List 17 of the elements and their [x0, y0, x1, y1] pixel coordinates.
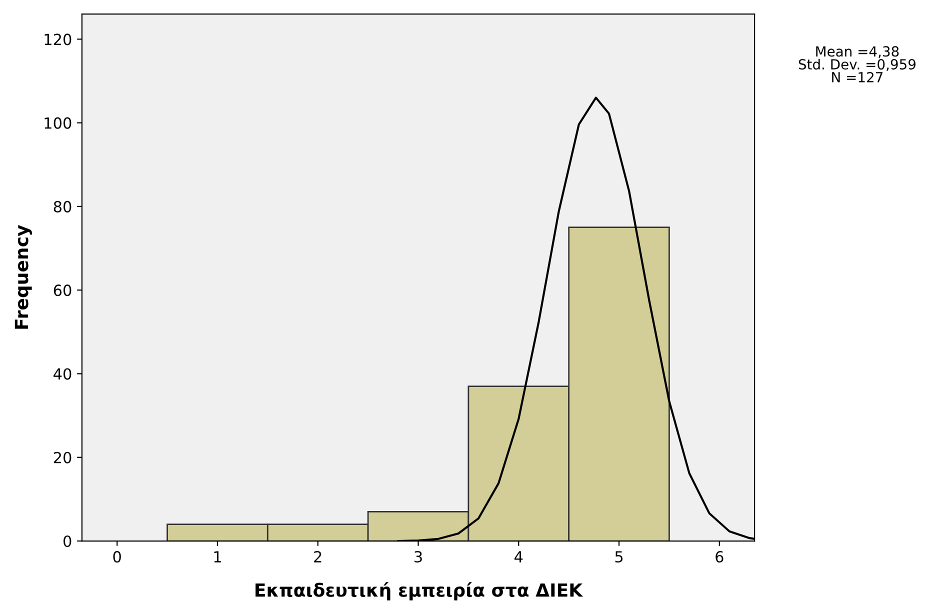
y-axis-title: Frequency: [14, 225, 32, 329]
x-axis-title: Εκπαιδευτική εμπειρία στα ΔΙΕΚ: [256, 582, 584, 600]
y-tick-label: 60: [54, 284, 72, 296]
x-tick-label: 5: [615, 551, 623, 563]
x-tick-label: 4: [514, 551, 523, 562]
x-tick-label: 2: [314, 551, 322, 562]
y-tick-label: 0: [64, 535, 72, 548]
x-tick-label: 3: [414, 551, 422, 563]
text: Mean =4,38 Std. Dev. =0,959 N =127: [798, 46, 916, 82]
y-tick-label: 40: [54, 368, 72, 380]
y-tick-label: 20: [54, 452, 72, 464]
x-tick-label: 0: [113, 551, 121, 563]
y-tick-label: 80: [54, 200, 72, 212]
x-tick-label: 1: [214, 551, 221, 562]
x-tick-label: 6: [716, 551, 724, 563]
y-tick-label: 100: [44, 117, 72, 129]
y-tick-label: 120: [44, 34, 72, 46]
